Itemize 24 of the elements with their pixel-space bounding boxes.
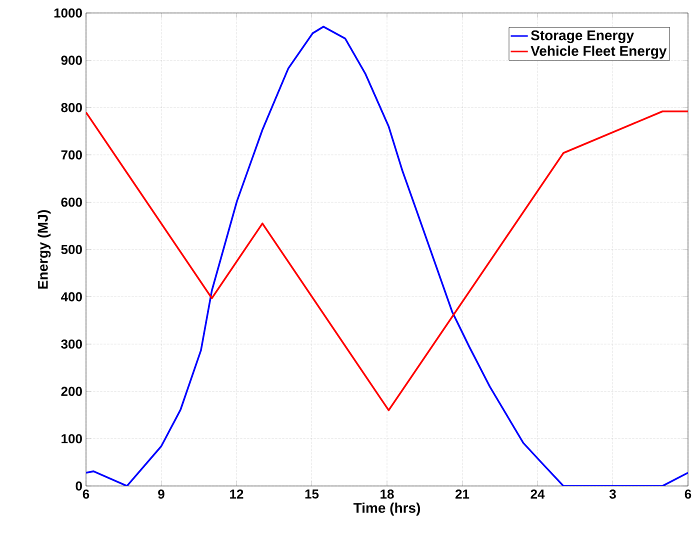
y-tick-label: 700 xyxy=(61,150,82,160)
x-tick-label: 21 xyxy=(455,490,470,499)
y-axis-title: Energy (MJ) xyxy=(38,210,51,289)
y-tick-label: 200 xyxy=(61,386,82,396)
y-tick-label: 600 xyxy=(61,198,82,207)
y-tick-label: 100 xyxy=(62,434,82,444)
x-tick-label: 18 xyxy=(380,490,394,499)
y-tick-label: 400 xyxy=(60,292,82,302)
y-tick-label: 800 xyxy=(61,102,82,112)
legend-label: Vehicle Fleet Energy xyxy=(530,46,667,59)
x-tick-label: 15 xyxy=(305,490,319,499)
x-tick-label: 24 xyxy=(530,490,545,499)
y-tick-label: 0 xyxy=(76,481,82,491)
x-tick-label: 9 xyxy=(158,490,164,499)
x-tick-label: 6 xyxy=(82,490,90,499)
y-tick-label: 300 xyxy=(61,339,82,349)
x-tick-label: 6 xyxy=(684,490,692,499)
x-tick-label: 3 xyxy=(609,490,616,499)
legend-label: Storage Energy xyxy=(530,30,634,44)
y-tick-label: 1000 xyxy=(54,8,82,18)
x-axis-title: Time (hrs) xyxy=(353,502,420,516)
x-tick-label: 12 xyxy=(230,490,244,499)
y-tick-label: 900 xyxy=(61,56,82,65)
y-tick-label: 500 xyxy=(61,244,82,254)
